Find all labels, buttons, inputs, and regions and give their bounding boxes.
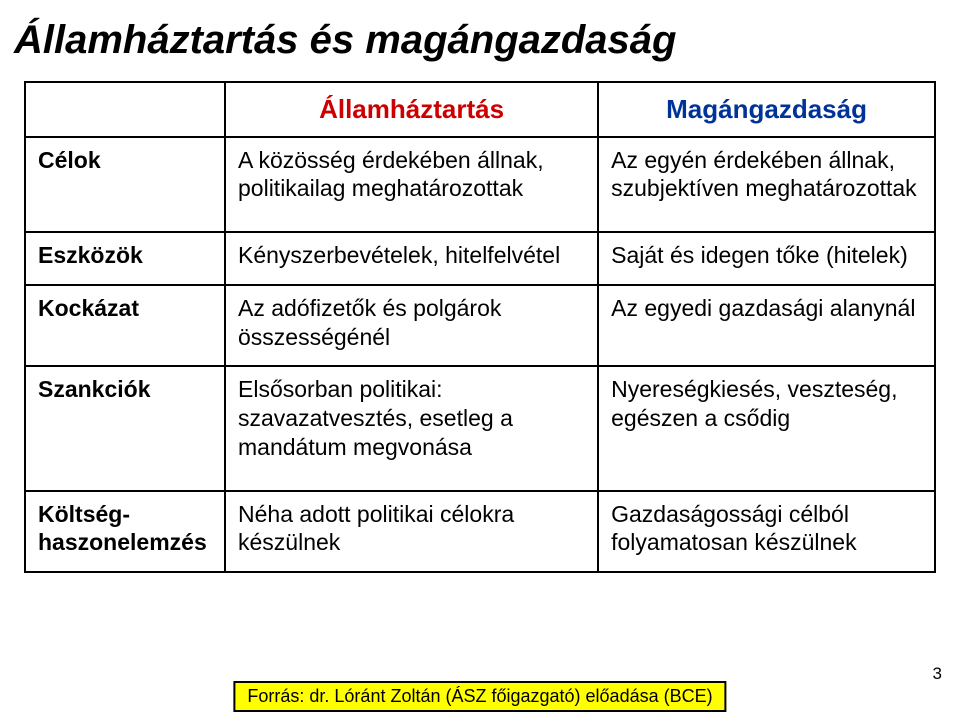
cell-c1: Néha adott politikai célokra készülnek <box>225 491 598 573</box>
table-row: Eszközök Kényszerbevételek, hitelfelvéte… <box>25 232 935 285</box>
cell-c2: Az egyén érdekében állnak, szubjektíven … <box>598 137 935 233</box>
row-label: Kockázat <box>25 285 225 367</box>
cell-c1: Elsősorban politikai: szavazatvesztés, e… <box>225 366 598 490</box>
cell-c2: Gazdaságossági célból folyamatosan készü… <box>598 491 935 573</box>
row-label: Költség-haszonelemzés <box>25 491 225 573</box>
page-title: Államháztartás és magángazdaság <box>0 0 960 81</box>
page-number: 3 <box>933 664 942 684</box>
row-label: Eszközök <box>25 232 225 285</box>
cell-c1: Kényszerbevételek, hitelfelvétel <box>225 232 598 285</box>
cell-c1: Az adófizetők és polgárok összességénél <box>225 285 598 367</box>
cell-c2: Az egyedi gazdasági alanynál <box>598 285 935 367</box>
source-citation: Forrás: dr. Lóránt Zoltán (ÁSZ főigazgat… <box>233 681 726 712</box>
header-empty <box>25 82 225 137</box>
table-row: Költség-haszonelemzés Néha adott politik… <box>25 491 935 573</box>
table-header-row: Államháztartás Magángazdaság <box>25 82 935 137</box>
table-row: Kockázat Az adófizetők és polgárok össze… <box>25 285 935 367</box>
row-label: Szankciók <box>25 366 225 490</box>
cell-c2: Nyereségkiesés, veszteség, egészen a cső… <box>598 366 935 490</box>
comparison-table: Államháztartás Magángazdaság Célok A köz… <box>24 81 936 573</box>
header-col2: Magángazdaság <box>598 82 935 137</box>
row-label: Célok <box>25 137 225 233</box>
table-row: Szankciók Elsősorban politikai: szavazat… <box>25 366 935 490</box>
cell-c2: Saját és idegen tőke (hitelek) <box>598 232 935 285</box>
header-col1: Államháztartás <box>225 82 598 137</box>
cell-c1: A közösség érdekében állnak, politikaila… <box>225 137 598 233</box>
comparison-table-container: Államháztartás Magángazdaság Célok A köz… <box>0 81 960 573</box>
table-row: Célok A közösség érdekében állnak, polit… <box>25 137 935 233</box>
